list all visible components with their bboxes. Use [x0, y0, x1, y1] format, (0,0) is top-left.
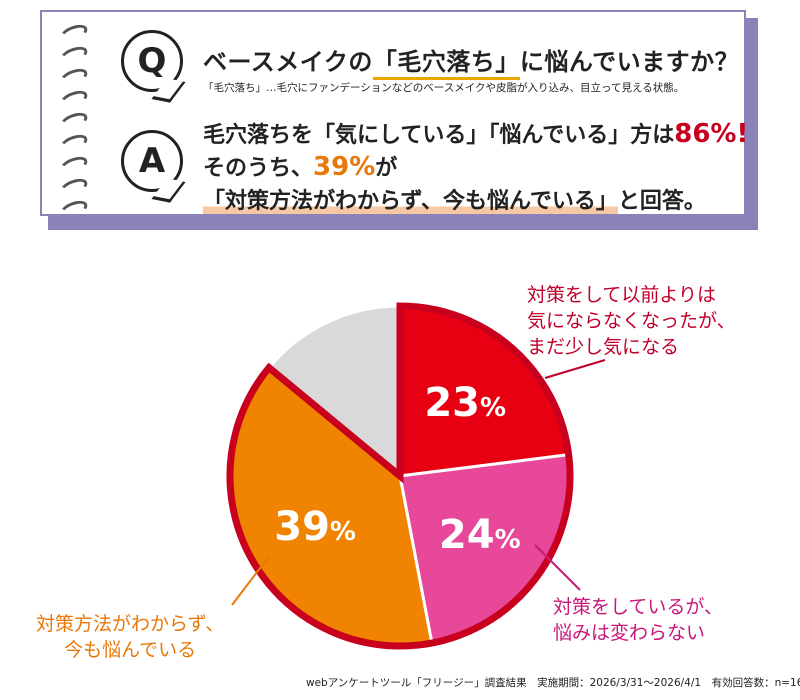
question-text-after: に悩んでいますか？	[519, 48, 740, 76]
answer-exclaim: !	[736, 119, 749, 149]
annotation-red-line: 対策をして以前よりは	[527, 284, 717, 306]
annotation-pink: 対策をしているが、 悩みは変わらない	[553, 594, 723, 646]
leader-line-pink	[534, 544, 581, 591]
annotation-orange: 対策方法がわからず、 今も悩んでいる	[36, 611, 224, 663]
survey-footer: webアンケートツール「フリージー」調査結果 実施期間：2026/3/31～20…	[306, 677, 800, 689]
answer-line-1-text: 毛穴落ちを「気にしている」「悩んでいる」方は	[203, 123, 675, 148]
answer-value-86: 86%	[674, 119, 737, 149]
answer-line-3-after: と回答。	[617, 189, 706, 214]
annotation-pink-line: 悩みは変わらない	[553, 622, 706, 644]
pie-highlight-outline	[226, 302, 574, 650]
answer-line-3: 「対策方法がわからず、今も悩んでいる」と回答。	[203, 183, 706, 215]
question-highlight: 「毛穴落ち」	[372, 48, 520, 80]
answer-value-39: 39%	[313, 152, 376, 182]
answer-line-2: そのうち、39%が	[203, 150, 397, 182]
question-note: 「毛穴落ち」…毛穴にファンデーションなどのベースメイクや皮脂が入り込み、目立って…	[203, 82, 685, 94]
pie-slice-gray	[266, 304, 402, 480]
pie-label-39: 39%	[274, 504, 356, 550]
pie-label-23: 23%	[424, 380, 506, 426]
annotation-orange-line: 今も悩んでいる	[64, 639, 197, 661]
answer-line-2-after: が	[375, 156, 398, 181]
pie-label-24: 24%	[439, 512, 521, 558]
question-badge-icon: Q	[121, 30, 183, 92]
answer-line-2-text: そのうち、	[203, 156, 314, 181]
question-text: ベースメイクの「毛穴落ち」に悩んでいますか？	[203, 42, 740, 80]
question-text-before: ベースメイクの	[203, 48, 373, 76]
annotation-red-line: まだ少し気になる	[527, 336, 680, 358]
answer-badge-icon: A	[121, 130, 183, 192]
annotation-orange-line: 対策方法がわからず、	[36, 613, 225, 635]
answer-line-1: 毛穴落ちを「気にしている」「悩んでいる」方は86%!	[203, 117, 748, 149]
leader-line-orange	[231, 554, 271, 606]
leader-line-red	[544, 359, 606, 379]
annotation-red: 対策をして以前よりは 気にならなくなったが、 まだ少し気になる	[527, 282, 736, 360]
annotation-red-line: 気にならなくなったが、	[527, 310, 736, 332]
annotation-pink-line: 対策をしているが、	[553, 596, 724, 618]
answer-line-3-mark: 「対策方法がわからず、今も悩んでいる」	[203, 189, 618, 214]
